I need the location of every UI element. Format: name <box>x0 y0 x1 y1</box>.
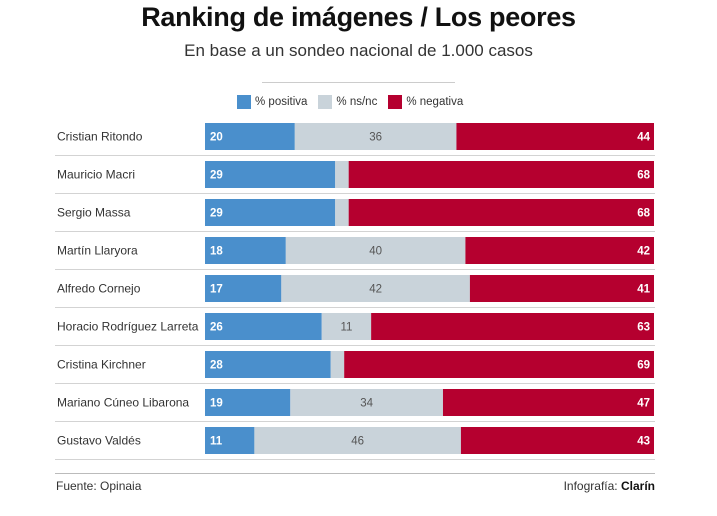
bar-segment-negative <box>348 199 654 226</box>
data-label-positive: 11 <box>210 436 223 448</box>
bar-segment-negative <box>371 313 654 340</box>
data-label-positive: 17 <box>210 284 223 296</box>
data-label-neutral: 36 <box>369 132 382 144</box>
bar-segment-neutral <box>254 427 461 454</box>
bar-segment-neutral <box>330 351 345 378</box>
category-label: Cristina Kirchner <box>57 358 146 372</box>
data-label-neutral: 42 <box>369 284 382 296</box>
bar-segment-positive <box>205 389 291 416</box>
legend-label-positive: % positiva <box>255 96 308 108</box>
category-label: Alfredo Cornejo <box>57 282 141 296</box>
legend-item-positive: % positiva <box>237 95 307 109</box>
data-label-negative: 63 <box>637 322 650 334</box>
bar-segment-negative <box>348 161 654 188</box>
category-label: Gustavo Valdés <box>57 434 141 448</box>
bar-segment-negative <box>456 123 654 150</box>
bar-segment-neutral <box>281 275 470 302</box>
bar-segment-neutral <box>285 237 466 264</box>
data-label-positive: 18 <box>210 246 223 258</box>
data-label-negative: 47 <box>637 398 650 410</box>
bar-segment-positive <box>205 123 295 150</box>
data-label-neutral: 46 <box>351 436 364 448</box>
data-label-negative: 68 <box>637 170 650 182</box>
credit-label: Infografía: <box>563 479 618 493</box>
data-label-positive: 26 <box>210 322 223 334</box>
data-label-negative: 42 <box>637 246 650 258</box>
data-label-neutral: 40 <box>369 246 382 258</box>
bar-segment-negative <box>469 275 654 302</box>
legend-item-neutral: % ns/nc <box>318 95 377 109</box>
category-label: Mauricio Macri <box>57 168 135 182</box>
data-label-negative: 69 <box>637 360 650 372</box>
credit-note: Infografía: Clarín <box>564 479 655 493</box>
bar-segment-positive <box>205 237 286 264</box>
legend-swatch-positive <box>237 95 251 109</box>
legend-item-negative: % negativa <box>388 95 463 109</box>
category-label: Martín Llaryora <box>57 244 138 258</box>
bar-segment-positive <box>205 313 322 340</box>
data-label-positive: 19 <box>210 398 223 410</box>
footer-divider <box>55 473 655 474</box>
data-label-neutral: 11 <box>340 322 352 334</box>
category-label: Cristian Ritondo <box>57 130 143 144</box>
bar-segment-negative <box>442 389 654 416</box>
data-label-negative: 44 <box>637 132 650 144</box>
data-label-positive: 29 <box>210 208 223 220</box>
legend: % positiva % ns/nc % negativa <box>237 93 474 111</box>
data-label-negative: 41 <box>637 284 650 296</box>
bar-segment-neutral <box>290 389 443 416</box>
data-label-negative: 68 <box>637 208 650 220</box>
bar-segment-neutral <box>321 313 372 340</box>
category-label: Horacio Rodríguez Larreta <box>57 320 199 334</box>
legend-swatch-negative <box>388 95 403 109</box>
chart-subtitle: En base a un sondeo nacional de 1.000 ca… <box>184 41 533 60</box>
bar-segment-negative <box>465 237 654 264</box>
data-label-negative: 43 <box>637 436 650 448</box>
bar-segment-neutral <box>335 199 349 226</box>
chart-title: Ranking de imágenes / Los peores <box>141 2 576 32</box>
data-label-positive: 28 <box>210 360 223 372</box>
category-label: Sergio Massa <box>57 206 131 220</box>
legend-label-negative: % negativa <box>406 96 464 108</box>
category-label: Mariano Cúneo Libarona <box>57 396 189 410</box>
legend-swatch-neutral <box>318 95 333 109</box>
bar-segment-positive <box>205 351 331 378</box>
credit-brand: Clarín <box>620 479 655 493</box>
legend-label-neutral: % ns/nc <box>336 96 378 108</box>
data-label-neutral: 34 <box>360 398 373 410</box>
bar-segment-neutral <box>335 161 349 188</box>
bar-segment-positive <box>205 427 255 454</box>
source-note: Fuente: Opinaia <box>56 479 142 493</box>
bar-segment-positive <box>205 275 282 302</box>
data-label-positive: 20 <box>210 132 223 144</box>
bar-segment-positive <box>205 161 336 188</box>
bar-segment-positive <box>205 199 336 226</box>
bar-segment-negative <box>460 427 654 454</box>
title-divider <box>262 82 455 83</box>
data-label-positive: 29 <box>210 170 223 182</box>
bar-segment-neutral <box>294 123 457 150</box>
bar-segment-negative <box>344 351 654 378</box>
